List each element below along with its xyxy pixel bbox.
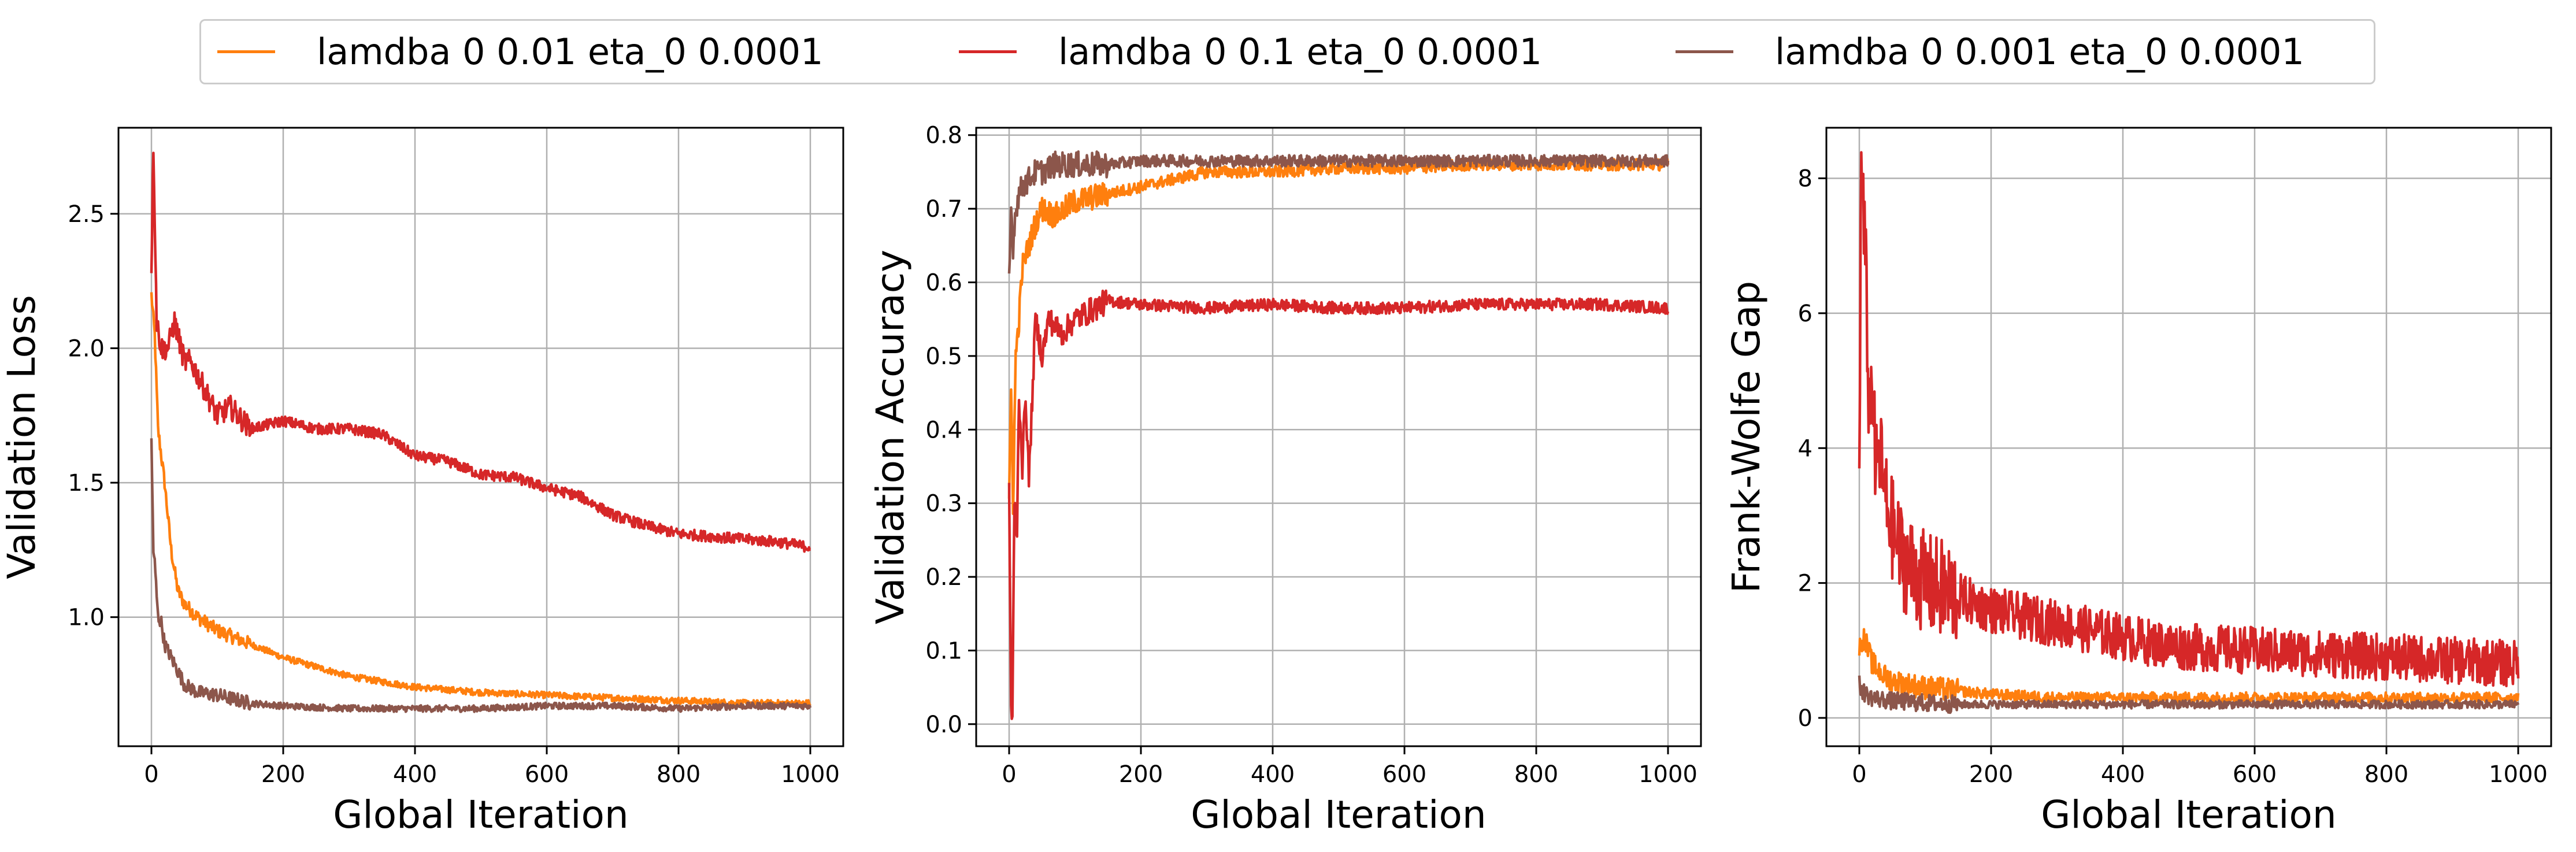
y-tick-label: 4 (1798, 435, 1813, 462)
x-axis-label: Global Iteration (333, 792, 628, 837)
series-line (1007, 150, 1670, 274)
series-line (1007, 289, 1670, 720)
x-tick-label: 600 (2233, 761, 2277, 788)
y-axis-label: Validation Accuracy (868, 250, 913, 624)
x-tick-label: 400 (2101, 761, 2145, 788)
legend-entry: lamdba 0 0.01 eta_0 0.0001 (217, 21, 823, 83)
y-tick-label: 0.8 (925, 123, 962, 149)
chart-panel: 0 200 400 600 800 1000 1.0 1.5 2.0 2.5 Global Iter… (0, 127, 844, 837)
series-line (150, 151, 811, 553)
x-tick-label: 800 (657, 761, 700, 788)
x-tick-label: 400 (393, 761, 437, 788)
y-tick-label: 0.6 (925, 270, 962, 297)
series-line (1007, 157, 1670, 516)
x-axis-label: Global Iteration (2041, 792, 2336, 837)
y-tick-label: 0.4 (925, 417, 962, 443)
y-tick-label: 0.5 (925, 343, 962, 370)
series-line (1858, 675, 2520, 714)
x-tick-label: 0 (144, 761, 158, 788)
legend-label: lamdba 0 0.01 eta_0 0.0001 (317, 31, 824, 73)
y-tick-label: 0.2 (925, 564, 962, 591)
legend-entry: lamdba 0 0.001 eta_0 0.0001 (1676, 21, 2304, 83)
x-tick-label: 600 (525, 761, 569, 788)
x-tick-label: 800 (1514, 761, 1558, 788)
x-tick-label: 400 (1251, 761, 1295, 788)
y-axis-label: Validation Loss (0, 295, 44, 579)
y-tick-label: 8 (1798, 166, 1813, 192)
chart-panel: 0 200 400 600 800 1000 0 2 4 6 8 Global Iteration Fr… (1724, 127, 2552, 837)
y-axis-label: Frank-Wolfe Gap (1724, 281, 1769, 593)
legend-label: lamdba 0 0.1 eta_0 0.0001 (1058, 31, 1543, 73)
x-axis-label: Global Iteration (1191, 792, 1486, 837)
x-tick-label: 0 (1002, 761, 1016, 788)
series-line (150, 438, 812, 713)
x-tick-label: 200 (261, 761, 305, 788)
y-tick-label: 0.0 (925, 712, 962, 738)
series-line (1858, 628, 2520, 705)
y-tick-label: 2 (1798, 571, 1813, 597)
y-tick-label: 6 (1798, 301, 1813, 327)
legend-swatch (959, 50, 1017, 53)
y-tick-label: 0 (1798, 705, 1813, 732)
y-tick-label: 2.5 (68, 201, 105, 228)
series-line (1858, 151, 2520, 688)
chart-panel: 0 200 400 600 800 1000 0.0 0.1 0.2 0.3 0.4 0.5 0.6 0.… (868, 123, 1702, 837)
x-tick-label: 1000 (2489, 761, 2548, 788)
plot-frame (975, 127, 1702, 747)
y-tick-label: 1.5 (68, 470, 105, 497)
legend-swatch (1676, 50, 1733, 53)
plot-frame (117, 127, 844, 747)
y-tick-label: 2.0 (68, 335, 105, 362)
y-tick-label: 0.3 (925, 491, 962, 517)
x-tick-label: 1000 (1639, 761, 1697, 788)
x-tick-label: 1000 (781, 761, 840, 788)
x-tick-label: 200 (1969, 761, 2013, 788)
x-tick-label: 600 (1382, 761, 1426, 788)
x-tick-label: 800 (2364, 761, 2408, 788)
y-tick-label: 1.0 (68, 605, 105, 631)
y-tick-label: 0.7 (925, 196, 962, 223)
plot-frame (1825, 127, 2552, 747)
y-tick-label: 0.1 (925, 638, 962, 664)
series-line (150, 292, 811, 708)
legend-entry: lamdba 0 0.1 eta_0 0.0001 (959, 21, 1542, 83)
x-tick-label: 0 (1852, 761, 1866, 788)
legend-swatch (217, 50, 275, 53)
legend-label: lamdba 0 0.001 eta_0 0.0001 (1775, 31, 2304, 73)
legend: lamdba 0 0.01 eta_0 0.0001 lamdba 0 0.1 … (199, 19, 2375, 84)
x-tick-label: 200 (1119, 761, 1163, 788)
